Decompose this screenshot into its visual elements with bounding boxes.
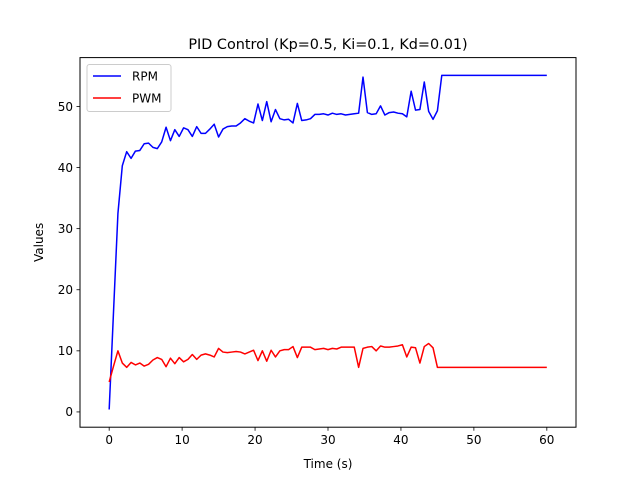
y-axis-label: Values (32, 223, 46, 262)
x-tick-label: 0 (105, 433, 113, 447)
legend-label-rpm: RPM (132, 70, 158, 84)
series-line-pwm (108, 342, 547, 383)
x-tick-label: 50 (466, 433, 481, 447)
x-tick-label: 30 (320, 433, 335, 447)
legend-label-pwm: PWM (132, 92, 161, 106)
legend: RPM PWM (86, 64, 172, 112)
y-tick-label: 20 (58, 283, 73, 297)
y-tick-label: 0 (65, 405, 73, 419)
x-tick-label: 10 (174, 433, 189, 447)
x-tick-label: 20 (247, 433, 262, 447)
chart-title: PID Control (Kp=0.5, Ki=0.1, Kd=0.01) (188, 37, 467, 53)
y-tick-label: 30 (58, 222, 73, 236)
x-tick-label: 60 (539, 433, 554, 447)
y-tick-label: 50 (58, 100, 73, 114)
y-axis-ticks: 0 10 20 30 40 50 (58, 100, 80, 419)
y-tick-label: 10 (58, 344, 73, 358)
x-tick-label: 40 (393, 433, 408, 447)
series-layer (108, 74, 547, 410)
x-axis-label: Time (s) (303, 457, 353, 471)
x-axis-ticks: 0 10 20 30 40 50 60 (105, 427, 554, 447)
series-line-rpm (108, 74, 547, 410)
y-tick-label: 40 (58, 161, 73, 175)
plot-area (80, 57, 576, 428)
